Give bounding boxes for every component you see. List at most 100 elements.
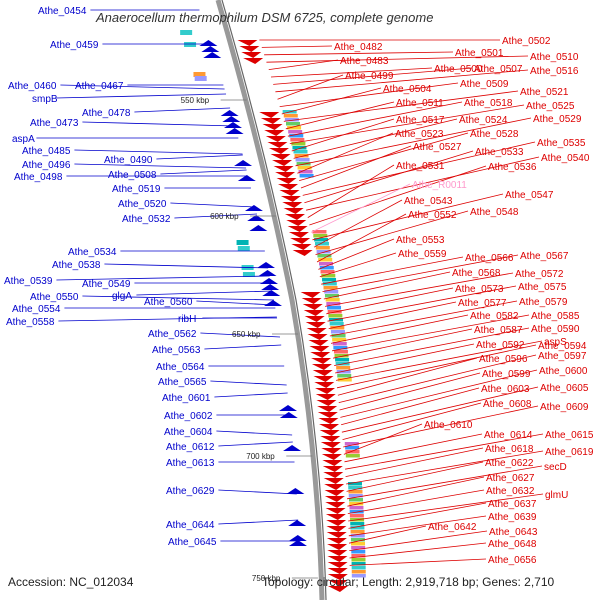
minus-gene-arrow [290, 238, 311, 244]
right-leader-line [335, 340, 543, 381]
right-gene-label: Athe_0622 [485, 458, 534, 469]
right-leader-line [344, 433, 544, 470]
left-leader-line [56, 275, 270, 281]
cog-block [350, 534, 365, 538]
right-gene-label: Athe_0590 [531, 324, 580, 335]
cog-block [326, 302, 341, 306]
cog-block [297, 166, 312, 170]
right-gene-label: Athe_0639 [488, 512, 537, 523]
plus-gene-arrow [279, 405, 298, 411]
right-leader-line [291, 118, 395, 152]
cog-block [293, 150, 308, 154]
minus-gene-arrow [313, 376, 334, 382]
right-gene-label: Athe_0548 [470, 207, 519, 218]
plus-gene-arrow [201, 46, 220, 52]
cog-block [351, 566, 366, 570]
minus-gene-arrow [326, 520, 347, 526]
right-leader-line [335, 343, 475, 374]
right-leader-line [322, 254, 519, 292]
left-gene-label: Athe_0496 [22, 160, 71, 171]
left-leader-line [204, 344, 282, 350]
cog-block [313, 234, 328, 238]
minus-gene-arrow [262, 124, 283, 130]
right-leader-line [345, 447, 484, 477]
cog-block [336, 366, 351, 370]
right-leader-line [315, 210, 469, 255]
label-leader-lines [36, 9, 544, 566]
right-leader-line [307, 164, 395, 218]
left-leader-line [218, 519, 299, 525]
right-gene-label: Athe_0643 [489, 527, 538, 538]
left-leader-line [174, 213, 257, 219]
right-gene-label: Athe_0566 [465, 253, 514, 264]
left-leader-line [136, 290, 273, 296]
tick-label: 700 kbp [246, 452, 275, 461]
right-gene-label: Athe_0543 [404, 196, 453, 207]
cog-block-plus [193, 72, 206, 77]
left-gene-label: Athe_0558 [6, 317, 55, 328]
right-leader-line [330, 314, 469, 344]
tick-label: 750 kbp [252, 574, 281, 583]
left-gene-label: Athe_0508 [108, 170, 157, 181]
left-leader-line [82, 121, 236, 127]
right-leader-line [329, 300, 518, 337]
minus-gene-arrow [272, 160, 293, 166]
minus-gene-arrow [327, 586, 348, 592]
plus-gene-arrow [247, 215, 266, 221]
left-leader-line [160, 169, 247, 175]
right-gene-label: Athe_0525 [526, 101, 575, 112]
right-gene-label: Athe_0521 [520, 87, 569, 98]
left-gene-label: Athe_0534 [68, 247, 117, 258]
minus-gene-arrow [301, 298, 322, 304]
right-leader-line [348, 502, 487, 529]
right-leader-line [325, 272, 514, 307]
plus-strand-features [199, 40, 307, 546]
right-gene-label: Athe_0619 [545, 447, 594, 458]
left-gene-label: Athe_0459 [50, 40, 99, 51]
left-gene-label: Athe_0519 [112, 184, 161, 195]
right-leader-line [300, 145, 412, 189]
right-leader-line [264, 51, 454, 56]
cog-block [320, 270, 335, 274]
right-leader-line [346, 450, 544, 485]
cog-block [348, 494, 363, 498]
cog-block-plus [194, 76, 207, 81]
right-leader-line [275, 69, 529, 93]
right-gene-label: Athe_0610 [424, 420, 473, 431]
plus-gene-arrow [237, 175, 256, 181]
minus-gene-arrow [309, 346, 330, 352]
minus-gene-arrow [323, 478, 344, 484]
left-gene-label: Athe_0498 [14, 172, 63, 183]
right-leader-line [342, 402, 482, 440]
right-gene-label: Athe_0528 [470, 129, 519, 140]
left-gene-label: Athe_0538 [52, 260, 101, 271]
minus-gene-arrow [275, 172, 296, 178]
left-gene-label: Athe_0562 [148, 329, 197, 340]
cog-block [351, 574, 366, 578]
right-leader-line [270, 67, 433, 78]
left-leader-line [170, 202, 256, 208]
right-gene-label: Athe_0642 [428, 522, 477, 533]
right-leader-line [273, 67, 473, 85]
cog-block [350, 538, 365, 542]
cog-block [348, 486, 363, 490]
left-gene-label: Athe_0539 [4, 276, 53, 287]
right-gene-label: Athe_0547 [505, 190, 554, 201]
cog-block [334, 354, 349, 358]
minus-gene-arrow [283, 208, 304, 214]
left-gene-label: Athe_0629 [166, 486, 215, 497]
right-gene-label: Athe_0579 [519, 297, 568, 308]
left-leader-line [218, 489, 297, 495]
left-leader-line [216, 430, 293, 436]
right-leader-line [306, 156, 540, 211]
left-gene-label: Athe_0460 [8, 81, 57, 92]
right-gene-label: Athe_0594 [538, 341, 587, 352]
minus-gene-arrow [315, 394, 336, 400]
right-gene-label: Athe_0553 [396, 235, 445, 246]
minus-gene-arrow [322, 466, 343, 472]
right-gene-label: glmU [545, 490, 568, 501]
minus-gene-arrow [327, 574, 348, 580]
right-leader-line [287, 101, 463, 137]
accession-label: Accession: NC_012034 [8, 575, 134, 589]
plus-gene-arrow [249, 225, 268, 231]
